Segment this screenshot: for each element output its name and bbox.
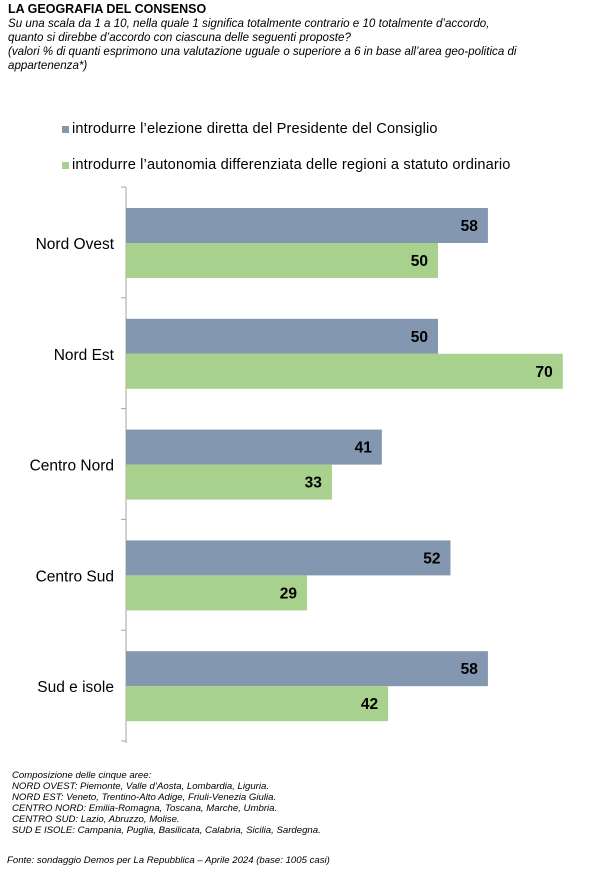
bar-autonomia-differenziata — [126, 243, 438, 278]
footnote-line: SUD E ISOLE: Campania, Puglia, Basilicat… — [12, 825, 321, 836]
bar-elezione-diretta — [126, 208, 488, 243]
bar-autonomia-differenziata — [126, 575, 307, 611]
question-line: (valori % di quanti esprimono una valuta… — [8, 45, 517, 58]
footnote-line: NORD EST: Veneto, Trentino-Alto Adige, F… — [12, 792, 277, 803]
data-label: 52 — [423, 550, 440, 567]
data-label: 50 — [411, 253, 428, 270]
data-label: 58 — [461, 661, 479, 678]
chart-title: LA GEOGRAFIA DEL CONSENSO — [8, 2, 207, 16]
bar-autonomia-differenziata — [126, 353, 563, 389]
data-label: 58 — [461, 218, 479, 235]
footnote-line: CENTRO SUD: Lazio, Abruzzo, Molise. — [12, 814, 180, 825]
bar-elezione-diretta — [126, 651, 488, 687]
data-label: 50 — [411, 329, 428, 346]
category-label: Nord Ovest — [36, 236, 115, 253]
legend-item-series-2: introdurre l’autonomia differenziata del… — [62, 152, 511, 178]
data-label: 42 — [361, 696, 378, 713]
question-line: appartenenza*) — [8, 59, 88, 72]
category-label: Nord Est — [54, 347, 115, 364]
data-label: 33 — [305, 475, 323, 492]
footnote-line: Composizione delle cinque aree: — [12, 770, 152, 781]
chart-header: LA GEOGRAFIA DEL CONSENSO Su una scala d… — [8, 2, 596, 73]
legend-label-series-2: introdurre l’autonomia differenziata del… — [72, 157, 511, 173]
legend-label-series-1: introdurre l’elezione diretta del Presid… — [72, 121, 438, 137]
bar-elezione-diretta — [126, 429, 382, 465]
data-label: 70 — [536, 364, 553, 381]
bar-autonomia-differenziata — [126, 464, 332, 500]
legend-item-series-1: introdurre l’elezione diretta del Presid… — [62, 116, 511, 142]
question-line: quanto si direbbe d’accordo con ciascuna… — [8, 31, 351, 44]
data-label: 29 — [280, 585, 298, 602]
source-note: Fonte: sondaggio Demos per La Repubblica… — [7, 855, 330, 866]
bar-elezione-diretta — [126, 540, 451, 576]
bar-autonomia-differenziata — [126, 686, 389, 722]
footnote-line: CENTRO NORD: Emilia-Romagna, Toscana, Ma… — [12, 803, 278, 814]
legend-swatch-series-1 — [62, 125, 69, 133]
chart-legend: introdurre l’elezione diretta del Presid… — [62, 116, 511, 188]
footnotes: Composizione delle cinque aree: NORD OVE… — [12, 770, 592, 836]
data-label: 41 — [355, 440, 373, 457]
bar-elezione-diretta — [126, 318, 438, 354]
category-label: Centro Sud — [36, 568, 114, 585]
category-label: Centro Nord — [30, 458, 114, 475]
category-label: Sud e isole — [37, 679, 114, 696]
footnote-line: NORD OVEST: Piemonte, Valle d’Aosta, Lom… — [12, 781, 270, 792]
question-line: Su una scala da 1 a 10, nella quale 1 si… — [8, 17, 490, 30]
legend-swatch-series-2 — [62, 161, 69, 169]
